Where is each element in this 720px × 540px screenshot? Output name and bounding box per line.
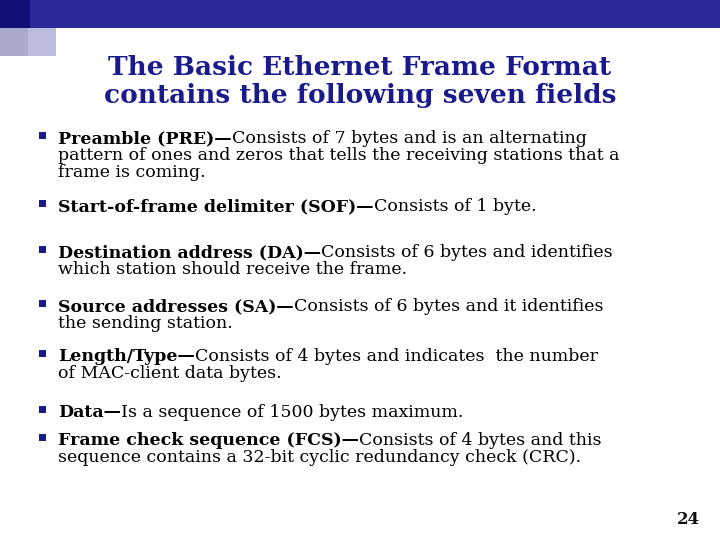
Text: 24: 24 — [677, 511, 700, 528]
Text: The Basic Ethernet Frame Format: The Basic Ethernet Frame Format — [109, 55, 611, 80]
Bar — [0, 0, 720, 28]
Text: Consists of 1 byte.: Consists of 1 byte. — [374, 198, 536, 215]
Text: Start-of-frame delimiter (SOF)—: Start-of-frame delimiter (SOF)— — [58, 198, 374, 215]
Text: Is a sequence of 1500 bytes maximum.: Is a sequence of 1500 bytes maximum. — [121, 404, 463, 421]
Bar — [39, 434, 46, 441]
Text: pattern of ones and zeros that tells the receiving stations that a: pattern of ones and zeros that tells the… — [58, 147, 619, 164]
Text: Consists of 4 bytes and this: Consists of 4 bytes and this — [359, 432, 601, 449]
Text: which station should receive the frame.: which station should receive the frame. — [58, 261, 407, 278]
Text: sequence contains a 32-bit cyclic redundancy check (CRC).: sequence contains a 32-bit cyclic redund… — [58, 449, 581, 466]
Text: Data—: Data— — [58, 404, 121, 421]
Text: Length/Type—: Length/Type— — [58, 348, 194, 365]
Text: Consists of 4 bytes and indicates  the number: Consists of 4 bytes and indicates the nu… — [194, 348, 598, 365]
Text: Consists of 6 bytes and identifies: Consists of 6 bytes and identifies — [321, 244, 613, 261]
Bar — [39, 406, 46, 413]
Bar — [39, 200, 46, 207]
Text: Consists of 6 bytes and it identifies: Consists of 6 bytes and it identifies — [294, 298, 603, 315]
Text: Consists of 7 bytes and is an alternating: Consists of 7 bytes and is an alternatin… — [232, 130, 586, 147]
Bar — [0, 28, 28, 56]
Text: Frame check sequence (FCS)—: Frame check sequence (FCS)— — [58, 432, 359, 449]
Bar — [0, 0, 30, 28]
Text: of MAC-client data bytes.: of MAC-client data bytes. — [58, 365, 282, 382]
Bar — [39, 132, 46, 139]
Text: Source addresses (SA)—: Source addresses (SA)— — [58, 298, 294, 315]
Text: contains the following seven fields: contains the following seven fields — [104, 83, 616, 108]
Bar — [39, 246, 46, 253]
Text: Destination address (DA)—: Destination address (DA)— — [58, 244, 321, 261]
Bar — [39, 300, 46, 307]
Bar — [28, 28, 56, 56]
Text: frame is coming.: frame is coming. — [58, 164, 206, 181]
Text: the sending station.: the sending station. — [58, 315, 233, 332]
Bar — [39, 350, 46, 357]
Text: Preamble (PRE)—: Preamble (PRE)— — [58, 130, 232, 147]
